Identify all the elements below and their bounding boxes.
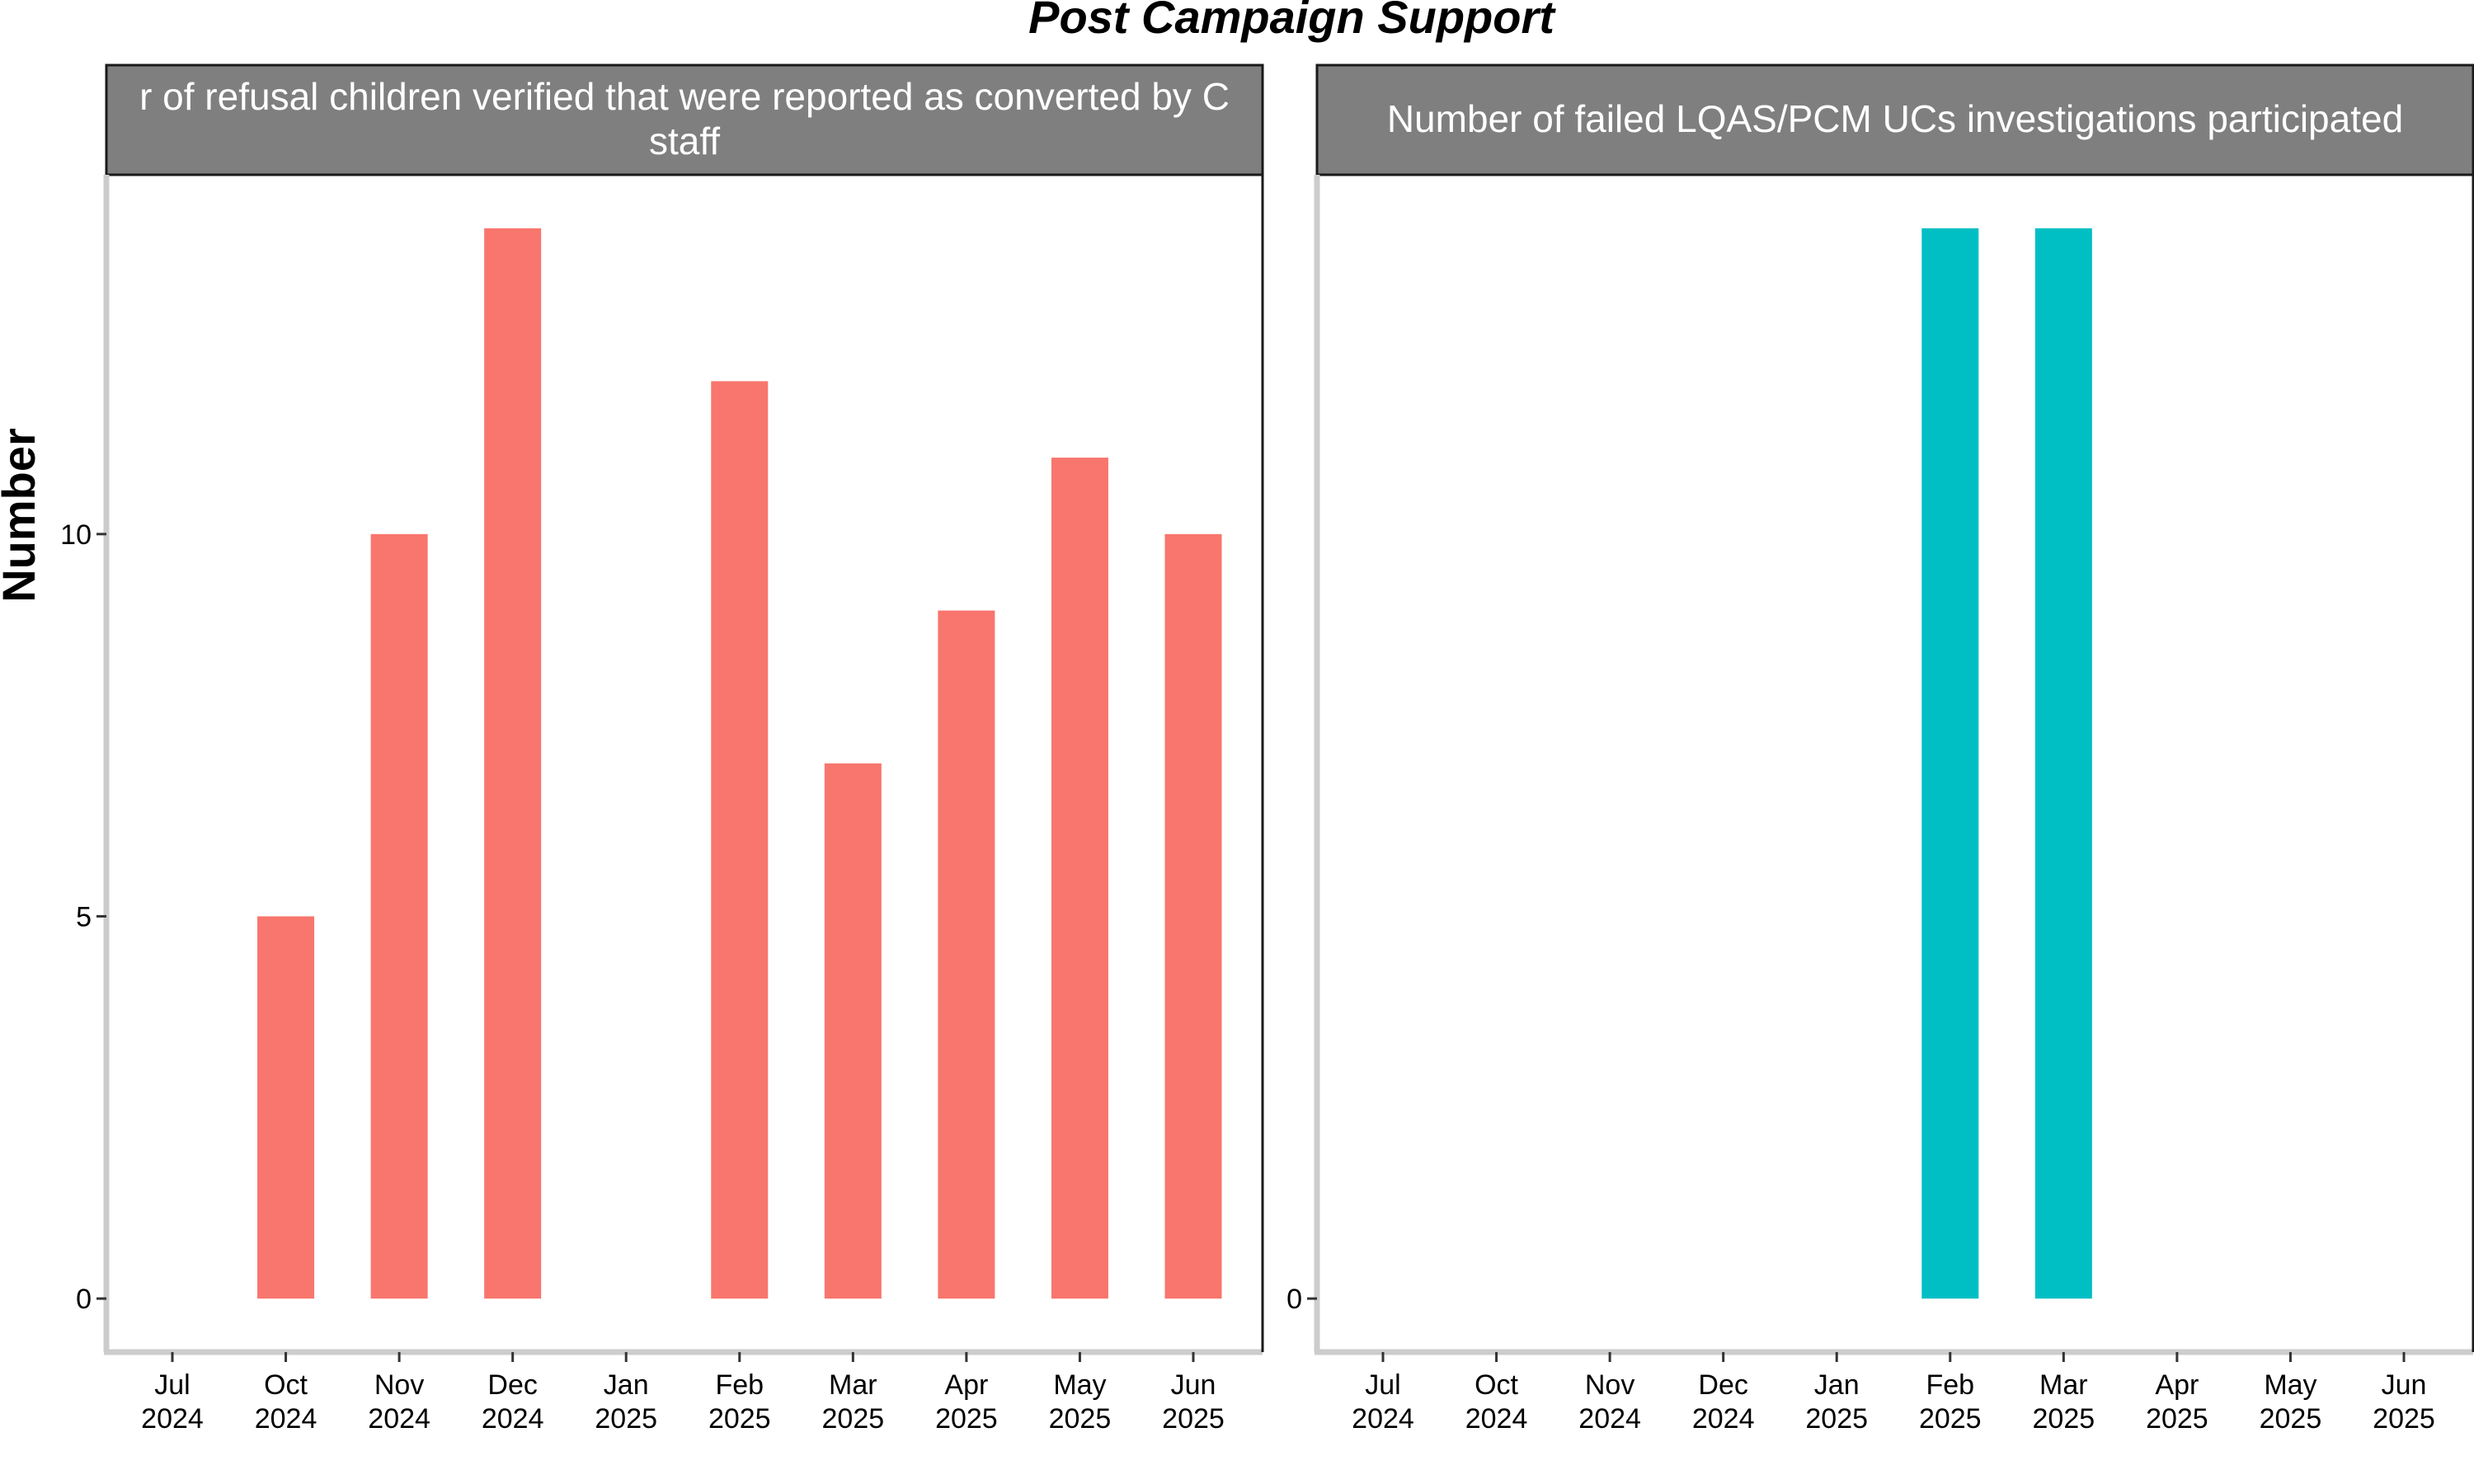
strip-label-line: staff — [649, 120, 720, 162]
x-tick-label-month: Jan — [1814, 1369, 1860, 1401]
bar — [1921, 228, 1979, 1299]
x-tick-label-year: 2025 — [1049, 1403, 1112, 1435]
strip-background — [105, 63, 1264, 176]
x-tick-label-month: Mar — [2039, 1369, 2088, 1401]
x-tick-label-month: Dec — [487, 1369, 537, 1401]
x-tick-label-month: Nov — [1585, 1369, 1634, 1401]
x-tick-label-month: Feb — [1926, 1369, 1974, 1401]
bar — [1051, 458, 1108, 1299]
strip-label-line: r of refusal children verified that were… — [139, 75, 1230, 118]
x-tick-label-month: Jan — [604, 1369, 649, 1401]
x-tick-label-year: 2024 — [1578, 1403, 1641, 1435]
x-tick-label-year: 2024 — [482, 1403, 544, 1435]
chart-title: Post Campaign Support — [1028, 0, 1556, 43]
x-tick-label-month: Apr — [944, 1369, 988, 1401]
bar — [2034, 228, 2092, 1299]
x-tick-label-month: Jul — [1365, 1369, 1400, 1401]
x-tick-label-month: Oct — [264, 1369, 308, 1401]
panels: r of refusal children verified that were… — [60, 63, 2474, 1435]
x-tick-label-month: May — [1053, 1369, 1106, 1401]
panel-2: Number of failed LQAS/PCM UCs investigat… — [1286, 63, 2474, 1435]
strip-label: Number of failed LQAS/PCM UCs investigat… — [1387, 97, 2403, 140]
bar — [938, 610, 995, 1299]
strip-label: r of refusal children verified that were… — [139, 75, 1230, 162]
panel-1: r of refusal children verified that were… — [60, 63, 1264, 1435]
bar — [711, 381, 769, 1299]
bar — [370, 533, 428, 1299]
strip-label-line: Number of failed LQAS/PCM UCs investigat… — [1387, 97, 2403, 140]
x-tick-label-year: 2025 — [1919, 1403, 1982, 1435]
x-tick-label-year: 2024 — [1465, 1403, 1528, 1435]
bar — [1164, 533, 1222, 1299]
x-tick-label-month: Jun — [1171, 1369, 1216, 1401]
x-tick-label-year: 2025 — [2373, 1403, 2435, 1435]
y-tick-label: 5 — [76, 901, 92, 932]
strip-background — [1315, 63, 2474, 176]
x-tick-label-month: Apr — [2155, 1369, 2199, 1401]
x-tick-label-month: Jul — [154, 1369, 190, 1401]
x-tick-label-month: Jun — [2382, 1369, 2427, 1401]
x-tick-label-year: 2025 — [2033, 1403, 2095, 1435]
x-tick-label-month: Feb — [715, 1369, 764, 1401]
x-tick-label-year: 2024 — [255, 1403, 317, 1435]
y-tick-label: 10 — [60, 519, 92, 551]
y-tick-label: 0 — [1286, 1284, 1302, 1315]
x-tick-label-year: 2025 — [708, 1403, 771, 1435]
x-tick-label-month: Nov — [374, 1369, 424, 1401]
bar — [484, 228, 542, 1299]
x-tick-label-month: May — [2264, 1369, 2316, 1401]
x-tick-label-year: 2025 — [2146, 1403, 2208, 1435]
x-tick-label-month: Mar — [829, 1369, 877, 1401]
x-tick-label-year: 2025 — [595, 1403, 657, 1435]
x-tick-label-year: 2025 — [935, 1403, 998, 1435]
bar — [257, 916, 315, 1299]
y-tick-label: 0 — [76, 1284, 92, 1315]
x-tick-label-year: 2024 — [141, 1403, 204, 1435]
x-tick-label-year: 2024 — [368, 1403, 430, 1435]
x-tick-label-month: Dec — [1698, 1369, 1747, 1401]
x-tick-label-year: 2024 — [1352, 1403, 1414, 1435]
x-tick-label-year: 2025 — [822, 1403, 885, 1435]
x-tick-label-year: 2025 — [2260, 1403, 2322, 1435]
bar — [824, 763, 882, 1299]
x-tick-label-year: 2024 — [1692, 1403, 1755, 1435]
x-tick-label-year: 2025 — [1162, 1403, 1225, 1435]
x-tick-label-month: Oct — [1475, 1369, 1518, 1401]
y-axis-label: Number — [0, 428, 45, 603]
x-tick-label-year: 2025 — [1805, 1403, 1868, 1435]
